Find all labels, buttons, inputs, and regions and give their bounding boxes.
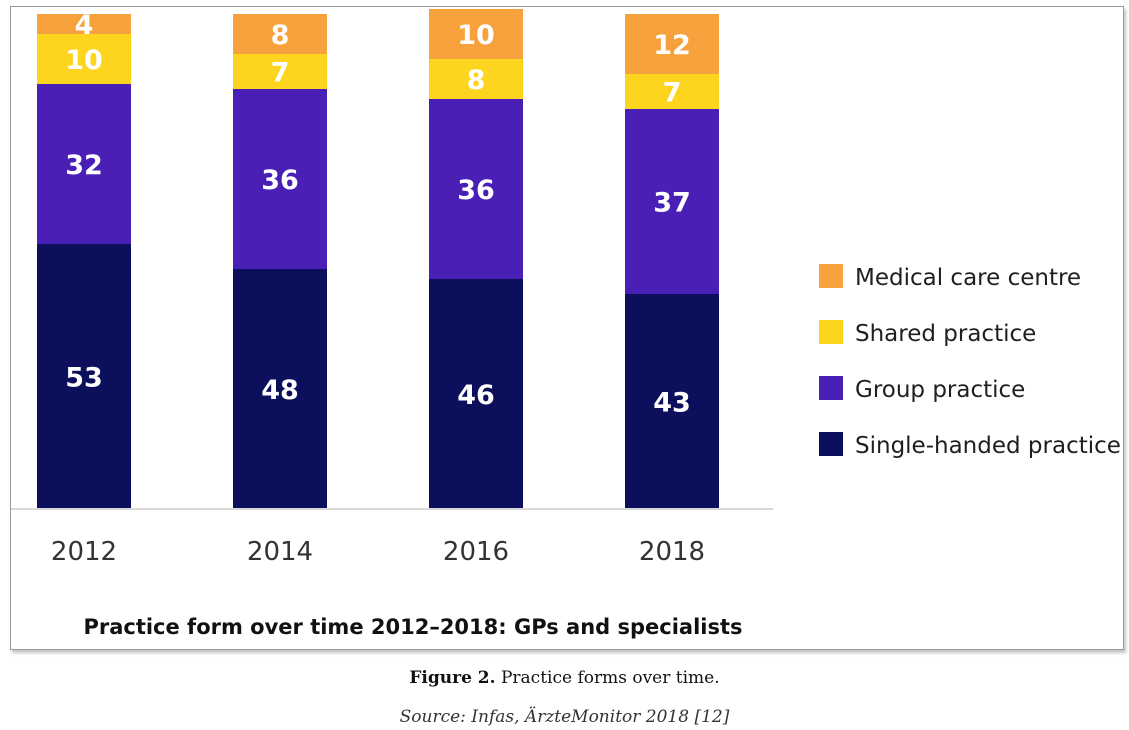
figure-frame: 53 32 10 4 48 36 7 8 46 36 8 10 43 37 7 12 2012 2014 2016… — [10, 6, 1124, 650]
figure-caption: Figure 2. Practice forms over time. — [0, 668, 1129, 688]
bars-group: 53 32 10 4 48 36 7 8 46 36 8 10 43 37 7 12 — [37, 9, 719, 509]
chart-title: Practice form over time 2012–2018: GPs a… — [83, 615, 742, 639]
data-label-2012-segment-2: 10 — [65, 45, 103, 76]
x-tick-label-2016: 2016 — [443, 537, 509, 567]
bar-2014-segment-1 — [233, 89, 327, 269]
bar-2012-segment-0 — [37, 244, 131, 509]
data-label-2018-segment-3: 12 — [653, 30, 691, 61]
bar-2012-segment-1 — [37, 84, 131, 244]
data-label-2014-segment-0: 48 — [261, 375, 299, 406]
data-label-2012-segment-3: 4 — [75, 10, 94, 41]
x-tick-label-2018: 2018 — [639, 537, 705, 567]
bar-2014-segment-3 — [233, 14, 327, 54]
data-label-2014-segment-2: 7 — [271, 58, 290, 89]
x-tick-label-2014: 2014 — [247, 537, 313, 567]
data-label-2018-segment-0: 43 — [653, 388, 691, 419]
legend-swatch-2 — [819, 376, 843, 400]
data-label-2014-segment-3: 8 — [271, 20, 290, 51]
bar-2018-segment-2 — [625, 74, 719, 109]
data-label-2012-segment-0: 53 — [65, 363, 103, 394]
stacked-bar-chart: 53 32 10 4 48 36 7 8 46 36 8 10 43 37 7 12 2012 2014 2016… — [11, 9, 1121, 639]
figure-caption-text: Practice forms over time. — [495, 668, 720, 688]
x-tick-label-2012: 2012 — [51, 537, 117, 567]
bar-2016-segment-0 — [429, 279, 523, 509]
bar-2014-segment-0 — [233, 269, 327, 509]
bar-2018-segment-1 — [625, 109, 719, 294]
figure-caption-label: Figure 2. — [409, 668, 496, 688]
figure-source: Source: Infas, ÄrzteMonitor 2018 [12] — [399, 707, 730, 727]
data-label-2014-segment-1: 36 — [261, 165, 299, 196]
legend: Medical care centre Shared practice Group … — [819, 264, 1121, 459]
bar-2018-segment-0 — [625, 294, 719, 509]
bar-2016-segment-1 — [429, 99, 523, 279]
bar-2014-segment-2 — [233, 54, 327, 89]
legend-swatch-3 — [819, 432, 843, 456]
legend-label-0: Medical care centre — [855, 265, 1081, 291]
data-label-2016-segment-1: 36 — [457, 175, 495, 206]
data-label-2012-segment-1: 32 — [65, 150, 103, 181]
bar-2016-segment-3 — [429, 9, 523, 59]
data-label-2016-segment-2: 8 — [467, 65, 486, 96]
data-label-2018-segment-1: 37 — [653, 188, 691, 219]
legend-swatch-0 — [819, 264, 843, 288]
data-label-2016-segment-0: 46 — [457, 380, 495, 411]
data-label-2016-segment-3: 10 — [457, 20, 495, 51]
bar-2012-segment-3 — [37, 14, 131, 34]
data-label-2018-segment-2: 7 — [663, 78, 682, 109]
legend-label-1: Shared practice — [855, 321, 1036, 347]
bar-2012-segment-2 — [37, 34, 131, 84]
legend-label-2: Group practice — [855, 377, 1025, 403]
x-axis-ticks: 2012 2014 2016 2018 — [51, 537, 705, 567]
legend-label-3: Single-handed practice — [855, 433, 1121, 459]
bar-2016-segment-2 — [429, 59, 523, 99]
legend-swatch-1 — [819, 320, 843, 344]
bar-2018-segment-3 — [625, 14, 719, 74]
